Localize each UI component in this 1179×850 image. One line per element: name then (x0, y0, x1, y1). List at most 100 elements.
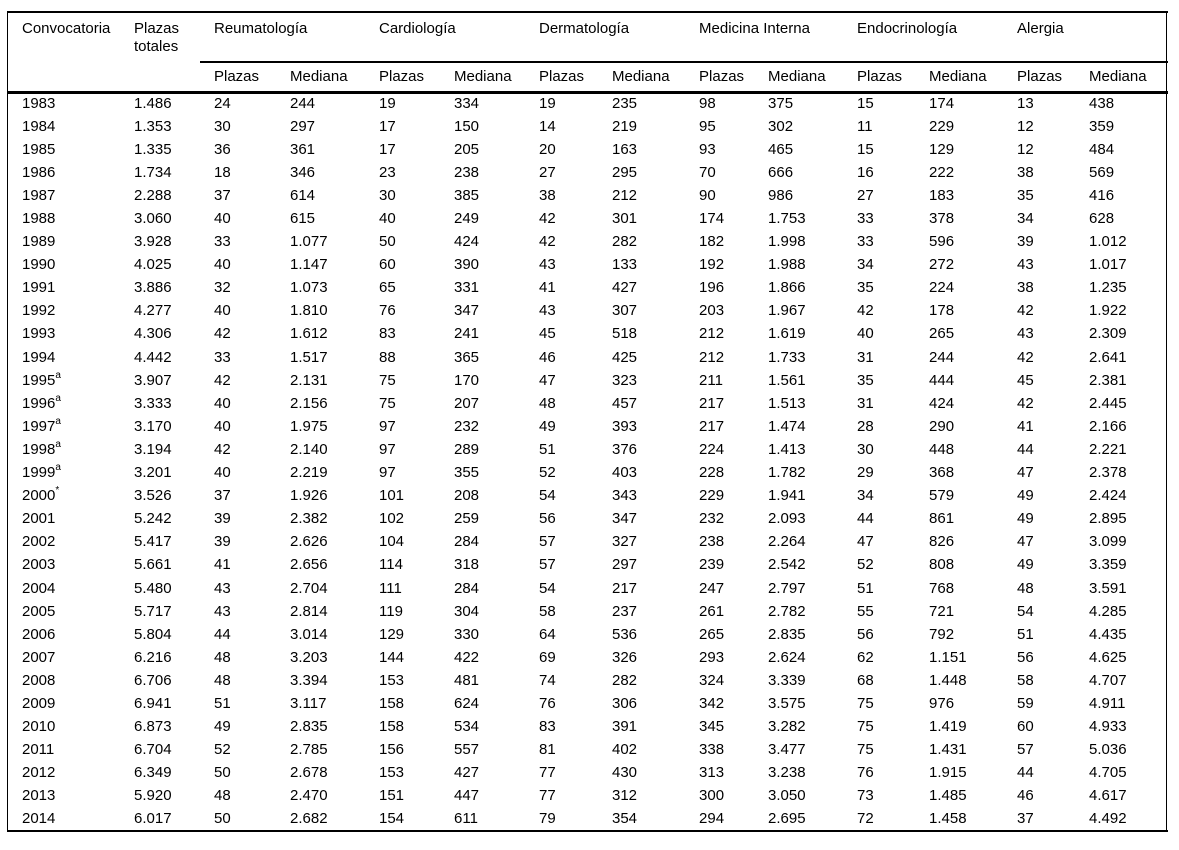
table-cell: 54 (539, 487, 556, 505)
year-cell: 2009 (22, 694, 56, 712)
table-cell: 40 (214, 302, 231, 320)
table-cell: 73 (857, 787, 874, 805)
table-cell: 3.339 (768, 671, 806, 689)
year-cell: 1992 (22, 302, 56, 320)
table-cell: 569 (1089, 163, 1115, 181)
subheader-plazas-5: Plazas (1003, 62, 1076, 94)
footnote-marker: * (55, 485, 60, 497)
table-cell: 2.445 (1089, 394, 1127, 412)
table-cell: 75 (857, 718, 874, 736)
table-cell: 212 (612, 186, 638, 204)
table-cell: 57 (539, 556, 556, 574)
table-cell: 345 (699, 718, 725, 736)
col-header-plazas-totales: Plazas totales (120, 12, 200, 94)
table-cell: 2.682 (290, 809, 328, 827)
table-cell: 20 (539, 140, 556, 158)
table-cell: 39 (1017, 233, 1034, 251)
year-cell: 1998a (22, 438, 61, 458)
table-cell: 1.619 (768, 325, 806, 343)
table-cell: 48 (214, 648, 231, 666)
table-row: 1988 3.060 40 615 40 249 42 301 174 1.753 33 378 34 6… (8, 207, 1168, 230)
table-cell: 402 (612, 741, 638, 759)
table-cell: 2.424 (1089, 487, 1127, 505)
plazas-totales-cell: 3.201 (134, 464, 172, 482)
table-cell: 628 (1089, 210, 1115, 228)
table-cell: 293 (699, 648, 725, 666)
table-row: 2000* 3.526 37 1.926 101 208 54 343 229 1.941 34 57… (8, 485, 1168, 508)
table-cell: 808 (929, 556, 955, 574)
table-cell: 174 (699, 210, 725, 228)
table-cell: 416 (1089, 186, 1115, 204)
table-cell: 88 (379, 348, 396, 366)
table-cell: 237 (612, 602, 638, 620)
table-cell: 239 (699, 556, 725, 574)
table-cell: 232 (699, 510, 725, 528)
plazas-totales-cell: 1.353 (134, 117, 172, 135)
table-cell: 3.099 (1089, 533, 1127, 551)
table-cell: 49 (1017, 510, 1034, 528)
table-cell: 447 (454, 787, 480, 805)
table-cell: 59 (1017, 694, 1034, 712)
table-cell: 98 (699, 95, 716, 113)
year-cell: 1991 (22, 279, 56, 297)
table-cell: 38 (1017, 163, 1034, 181)
group-header-cardiologia: Cardiología (365, 12, 525, 63)
year-cell: 2005 (22, 602, 56, 620)
table-cell: 4.617 (1089, 787, 1127, 805)
table-cell: 1.419 (929, 718, 967, 736)
table-cell: 1.147 (290, 256, 328, 274)
table-cell: 52 (857, 556, 874, 574)
table-cell: 244 (290, 95, 316, 113)
table-row: 1995a 3.907 42 2.131 75 170 47 323 211 1.561 35 444… (8, 369, 1168, 392)
table-cell: 47 (539, 371, 556, 389)
table-cell: 174 (929, 95, 955, 113)
table-cell: 424 (929, 394, 955, 412)
table-cell: 15 (857, 140, 874, 158)
table-cell: 37 (214, 487, 231, 505)
table-cell: 297 (612, 556, 638, 574)
subheader-mediana-2: Mediana (598, 62, 686, 94)
table-cell: 3.359 (1089, 556, 1127, 574)
table-cell: 40 (214, 417, 231, 435)
table-cell: 2.093 (768, 510, 806, 528)
table-cell: 2.140 (290, 440, 328, 458)
table-cell: 151 (379, 787, 405, 805)
year-cell: 2007 (22, 648, 56, 666)
table-cell: 56 (539, 510, 556, 528)
table-row: 1987 2.288 37 614 30 385 38 212 90 986 27 183 35 416 (8, 184, 1168, 207)
table-row: 1992 4.277 40 1.810 76 347 43 307 203 1.967 42 178 4… (8, 300, 1168, 323)
table-cell: 378 (929, 210, 955, 228)
table-cell: 4.435 (1089, 625, 1127, 643)
table-cell: 300 (699, 787, 725, 805)
table-cell: 1.012 (1089, 233, 1127, 251)
table-cell: 54 (539, 579, 556, 597)
table-cell: 1.612 (290, 325, 328, 343)
plazas-totales-cell: 3.886 (134, 279, 172, 297)
table-cell: 861 (929, 510, 955, 528)
footnote-marker: a (55, 462, 61, 474)
table-cell: 448 (929, 440, 955, 458)
table-cell: 3.575 (768, 694, 806, 712)
table-cell: 30 (857, 440, 874, 458)
table-cell: 265 (699, 625, 725, 643)
table-cell: 42 (214, 325, 231, 343)
table-cell: 557 (454, 741, 480, 759)
table-cell: 224 (929, 279, 955, 297)
table-cell: 83 (379, 325, 396, 343)
year-cell: 1985 (22, 140, 56, 158)
table-cell: 323 (612, 371, 638, 389)
col-header-convocatoria: Convocatoria (8, 12, 120, 94)
table-cell: 57 (539, 533, 556, 551)
table-cell: 60 (1017, 718, 1034, 736)
table-cell: 390 (454, 256, 480, 274)
table-cell: 1.077 (290, 233, 328, 251)
table-cell: 95 (699, 117, 716, 135)
subheader-row: Plazas Mediana Plazas Mediana Plazas Mediana P… (8, 62, 1169, 94)
table-cell: 212 (699, 325, 725, 343)
table-cell: 1.431 (929, 741, 967, 759)
table-cell: 192 (699, 256, 725, 274)
table-cell: 229 (699, 487, 725, 505)
group-header-row: Convocatoria Plazas totales Reumatología… (8, 12, 1169, 94)
table-row: 1990 4.025 40 1.147 60 390 43 133 192 1.988 34 272 4… (8, 254, 1168, 277)
table-cell: 40 (379, 210, 396, 228)
